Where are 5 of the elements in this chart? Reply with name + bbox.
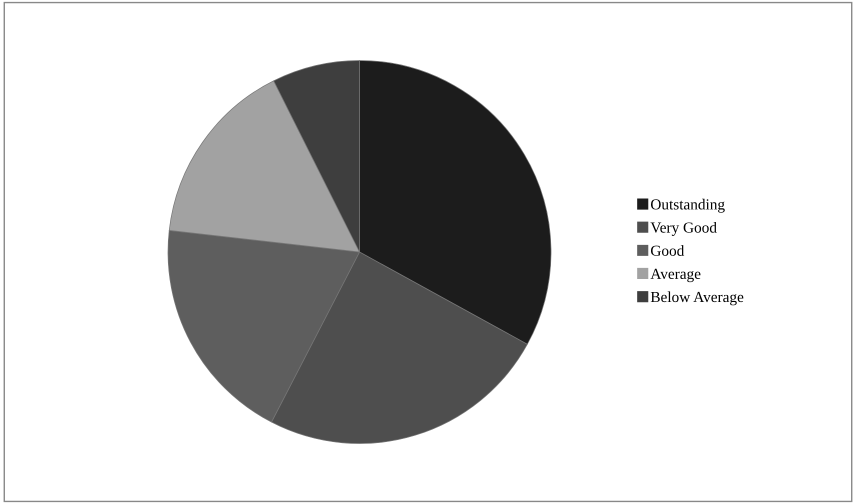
legend-label: Very Good	[650, 222, 717, 236]
legend-label: Average	[650, 268, 700, 282]
legend-label: Outstanding	[650, 198, 725, 213]
legend-label: Good	[650, 245, 684, 256]
legend-label: Below Average	[650, 291, 744, 306]
